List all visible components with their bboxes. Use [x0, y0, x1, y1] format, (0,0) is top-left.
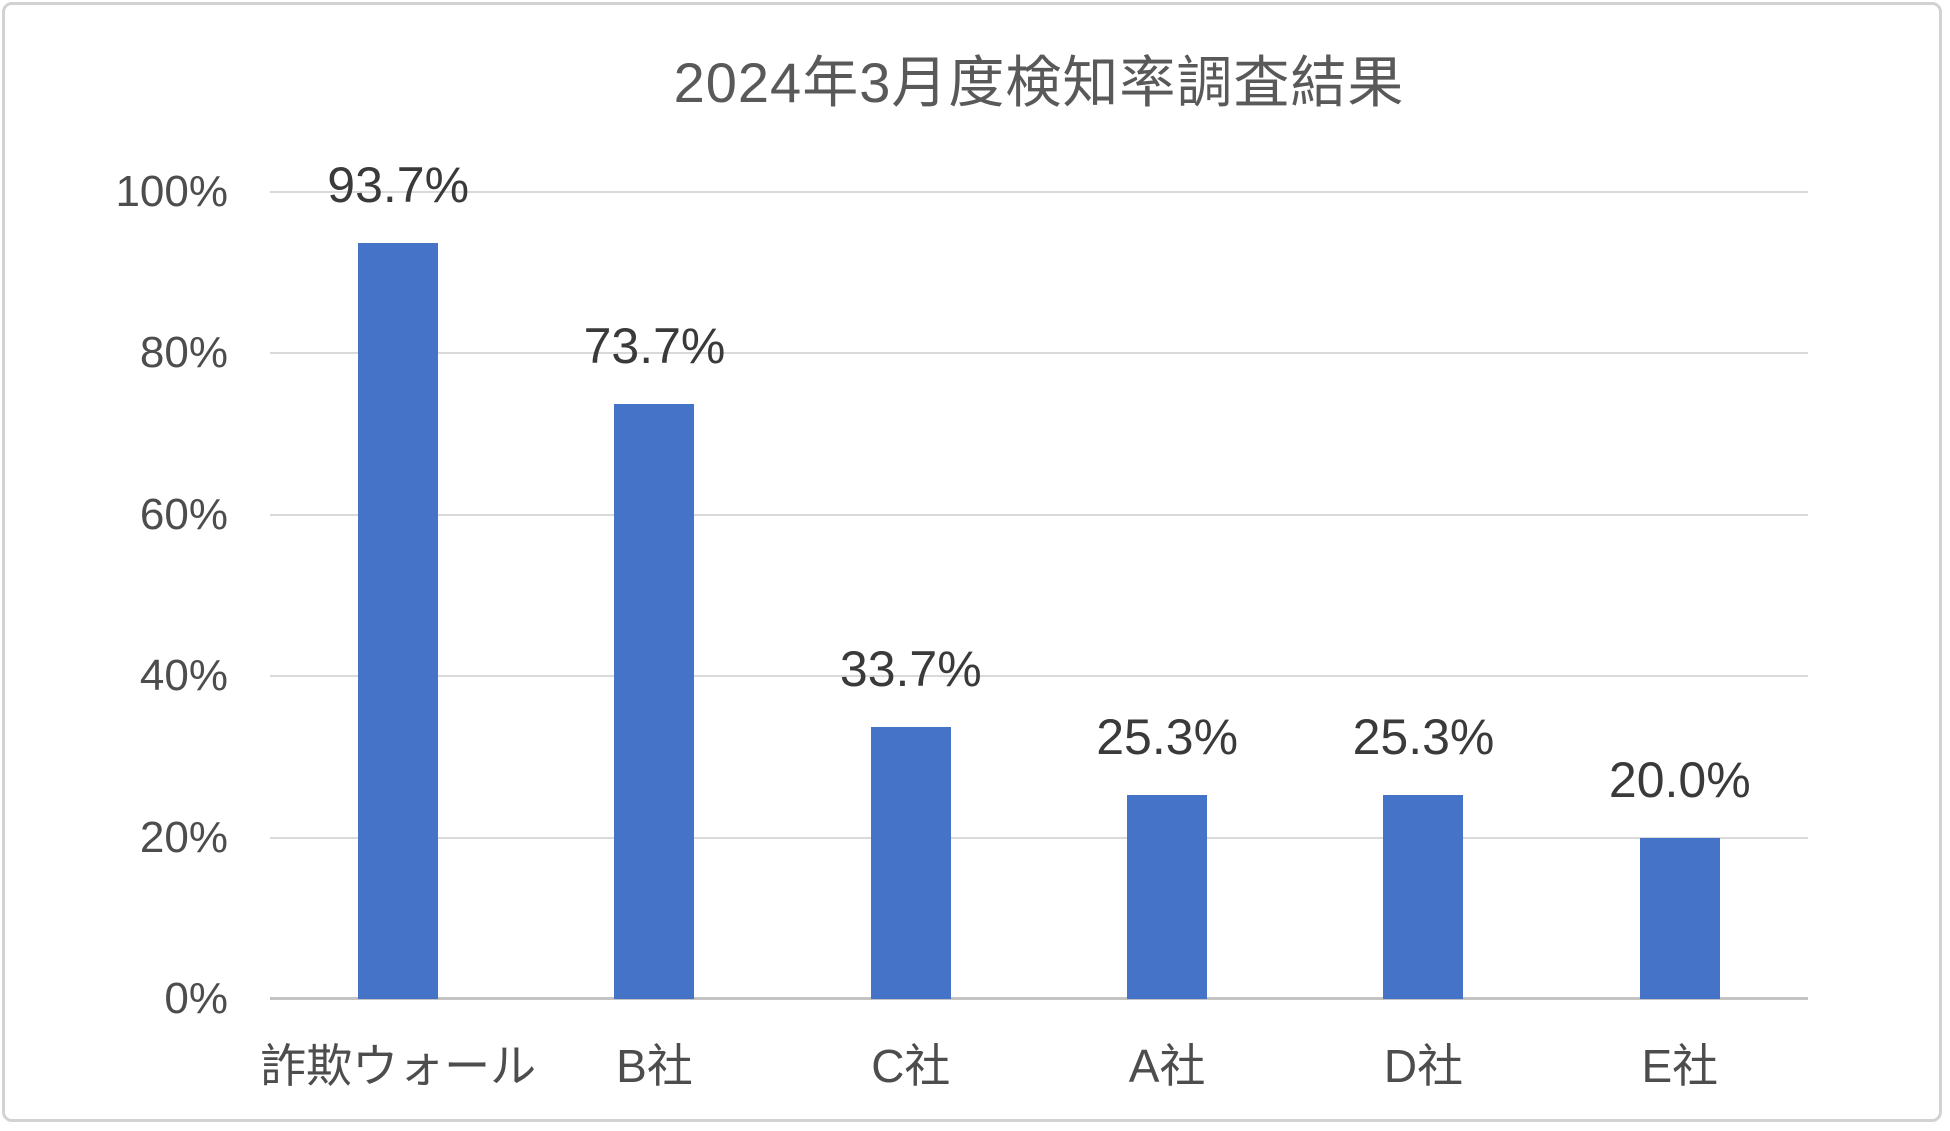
data-label: 25.3%: [1096, 708, 1239, 765]
data-label: 25.3%: [1352, 708, 1495, 765]
category-label: E社: [1641, 1040, 1719, 1092]
bar-group: 25.3% A社: [1039, 192, 1295, 1089]
y-tick-label: 100%: [115, 167, 228, 216]
category-label: A社: [1128, 1040, 1206, 1092]
bar: [870, 727, 951, 999]
bar: [1639, 837, 1720, 999]
gridline: [270, 191, 1808, 193]
data-label: 93.7%: [327, 156, 470, 213]
bar-group: 20.0% E社: [1552, 192, 1808, 1089]
gridline: [270, 513, 1808, 516]
bar-group: 33.7% C社: [783, 192, 1039, 1089]
x-axis-line: [270, 997, 1808, 1000]
gridline: [270, 675, 1808, 678]
plot-area: 0% 20% 40% 60% 80% 100% 93.7% 詐欺ウォール 73.7% B社 33.…: [115, 160, 1808, 1089]
data-label: 33.7%: [839, 641, 982, 698]
bar: [358, 242, 439, 999]
data-label: 20.0%: [1608, 751, 1751, 808]
gridline: [270, 836, 1808, 839]
bar-group: 73.7% B社: [526, 192, 782, 1089]
category-label: D社: [1383, 1040, 1464, 1092]
category-label: 詐欺ウォール: [260, 1040, 537, 1092]
category-label: C社: [871, 1040, 951, 1092]
gridline: [270, 352, 1808, 355]
y-tick-label: 60%: [139, 489, 228, 539]
bar-group: 25.3% D社: [1295, 192, 1551, 1089]
category-label: B社: [616, 1040, 693, 1092]
y-tick-label: 20%: [139, 812, 228, 862]
y-tick-label: 80%: [139, 328, 228, 378]
data-label: 73.7%: [583, 318, 726, 375]
bar: [1383, 794, 1464, 999]
chart-title: 2024年3月度検知率調査結果: [673, 51, 1405, 114]
y-tick-label: 0%: [164, 974, 228, 1023]
bar: [1127, 794, 1208, 999]
bar: [614, 404, 695, 999]
y-tick-label: 40%: [139, 651, 228, 701]
bar-columns: 93.7% 詐欺ウォール 73.7% B社 33.7% C社 25.3% A社 25.3% D社 2…: [260, 160, 1808, 1089]
bar-group: 93.7% 詐欺ウォール: [260, 160, 536, 1089]
